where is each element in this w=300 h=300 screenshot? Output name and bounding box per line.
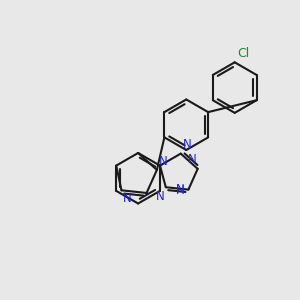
Text: N: N (123, 191, 132, 205)
Text: Cl: Cl (238, 47, 250, 60)
Text: N: N (183, 138, 191, 151)
Text: N: N (156, 190, 164, 202)
Text: N: N (176, 183, 185, 196)
Text: N: N (159, 155, 167, 168)
Text: N: N (188, 153, 196, 166)
Text: H: H (176, 184, 185, 197)
